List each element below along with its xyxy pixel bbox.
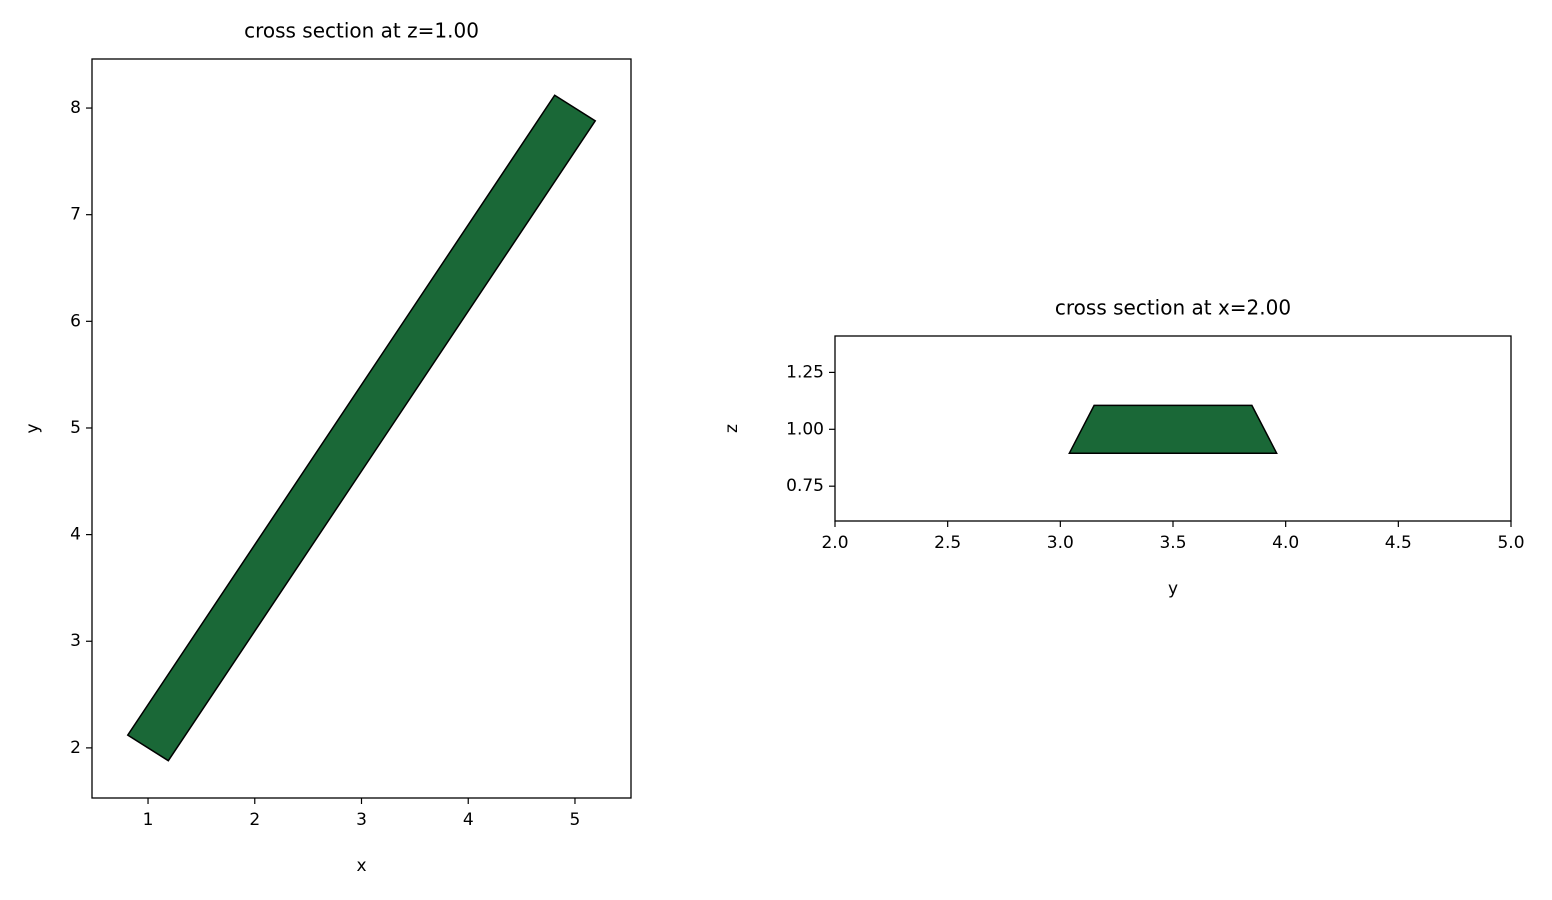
y-tick-label: 6 [70,311,81,331]
y-tick-label: 1.00 [786,419,824,439]
x-tick-label: 2 [249,810,260,830]
y-tick-label: 1.25 [786,362,824,382]
x-tick-label: 3.5 [1159,533,1186,553]
x-tick-label: 5.0 [1497,533,1524,553]
y-tick-label: 5 [70,418,81,438]
x-tick-label: 2.0 [821,533,848,553]
x-tick-label: 4 [463,810,474,830]
y-tick-label: 2 [70,738,81,758]
x-tick-label: 3 [356,810,367,830]
y-axis-label: y [23,423,43,433]
y-tick-label: 4 [70,525,81,545]
x-tick-label: 2.5 [934,533,961,553]
x-tick-label: 1 [143,810,154,830]
chart-title: cross section at x=2.00 [1055,296,1291,320]
y-tick-label: 8 [70,98,81,118]
x-tick-label: 4.5 [1385,533,1412,553]
y-tick-label: 3 [70,631,81,651]
x-tick-label: 4.0 [1272,533,1299,553]
y-tick-label: 7 [70,205,81,225]
shape [1068,404,1278,454]
x-axis-label: x [356,856,366,876]
shape [126,94,597,762]
y-axis-label: z [722,424,742,433]
chart-title: cross section at z=1.00 [244,19,479,43]
x-axis-label: y [1168,579,1178,599]
x-tick-label: 5 [570,810,581,830]
x-tick-label: 3.0 [1047,533,1074,553]
y-tick-label: 0.75 [786,476,824,496]
